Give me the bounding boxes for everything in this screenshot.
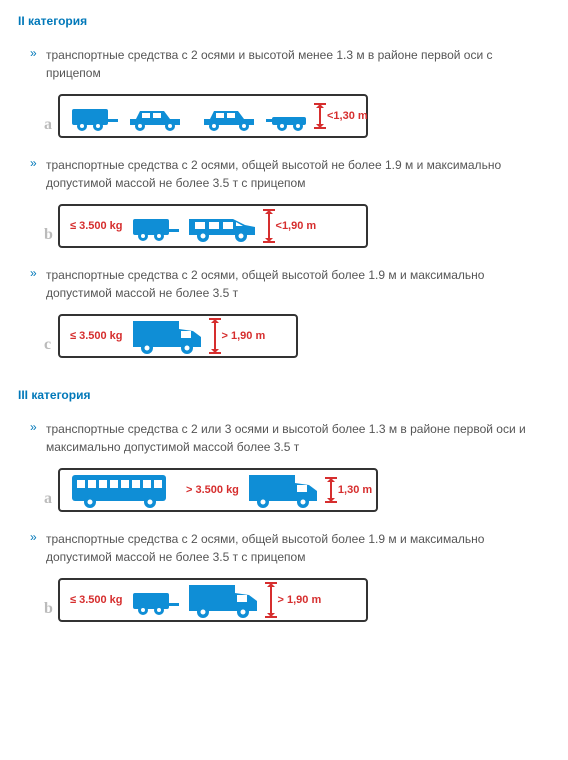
van-icon: [187, 209, 259, 243]
category-item: транспортные средства с 2 осями и высото…: [46, 46, 550, 138]
diagram-wrap: b≤ 3.500 kg > 1,90 m: [58, 578, 550, 622]
trailer-box-icon: [131, 585, 179, 615]
item-text: транспортные средства с 2 или 3 осями и …: [46, 420, 550, 456]
category-item: транспортные средства с 2 осями, общей в…: [46, 266, 550, 358]
height-indicator: <1,30 m: [316, 105, 368, 127]
height-indicator: > 1,90 m: [267, 584, 322, 616]
trailer-flat-icon: [266, 101, 310, 131]
diagram-wrap: b≤ 3.500 kg <1,90 m: [58, 204, 550, 248]
vehicle-diagram: ≤ 3.500 kg <1,90 m: [58, 204, 368, 248]
item-text: транспортные средства с 2 осями, общей в…: [46, 266, 550, 302]
weight-label: ≤ 3.500 kg: [70, 330, 123, 342]
weight-label: ≤ 3.500 kg: [70, 594, 123, 606]
height-label: > 1,90 m: [278, 594, 322, 606]
car-icon: [126, 101, 184, 131]
diagram-letter: b: [44, 600, 53, 618]
height-label: <1,90 m: [276, 220, 317, 232]
height-indicator: 1,30 m: [327, 479, 372, 501]
diagram-letter: a: [44, 116, 52, 134]
bigvan-icon: [131, 317, 205, 355]
category-title: II категория: [18, 14, 550, 28]
bus-icon: [70, 471, 170, 509]
bigvan-icon: [247, 471, 321, 509]
diagram-letter: b: [44, 226, 53, 244]
car-icon: [200, 101, 258, 131]
height-label: 1,30 m: [338, 484, 372, 496]
vehicle-diagram: ≤ 3.500 kg > 1,90 m: [58, 578, 368, 622]
category-item: транспортные средства с 2 осями, общей в…: [46, 156, 550, 248]
height-indicator: <1,90 m: [265, 211, 317, 241]
vehicle-diagram: ≤ 3.500 kg > 1,90 m: [58, 314, 298, 358]
height-indicator: > 1,90 m: [211, 320, 266, 352]
trailer-box-icon: [70, 101, 118, 131]
weight-label: > 3.500 kg: [186, 484, 239, 496]
diagram-wrap: c≤ 3.500 kg > 1,90 m: [58, 314, 550, 358]
category-block: II категория транспортные средства с 2 ос…: [18, 14, 550, 358]
vehicle-diagram: > 3.500 kg 1,30 m: [58, 468, 378, 512]
diagram-wrap: a: [58, 94, 550, 138]
category-item: транспортные средства с 2 осями, общей в…: [46, 530, 550, 622]
diagram-letter: a: [44, 490, 52, 508]
vehicle-diagram: <1,30 m: [58, 94, 368, 138]
item-text: транспортные средства с 2 осями, общей в…: [46, 530, 550, 566]
diagram-letter: c: [44, 336, 51, 354]
weight-label: ≤ 3.500 kg: [70, 220, 123, 232]
height-label: <1,30 m: [327, 110, 368, 122]
trailer-box-icon: [131, 211, 179, 241]
category-item: транспортные средства с 2 или 3 осями и …: [46, 420, 550, 512]
height-label: > 1,90 m: [222, 330, 266, 342]
category-title: III категория: [18, 388, 550, 402]
bigvan-icon: [187, 581, 261, 619]
item-text: транспортные средства с 2 осями, общей в…: [46, 156, 550, 192]
diagram-wrap: a > 3.500 kg 1,30 m: [58, 468, 550, 512]
category-block: III категория транспортные средства с 2 и…: [18, 388, 550, 622]
item-text: транспортные средства с 2 осями и высото…: [46, 46, 550, 82]
